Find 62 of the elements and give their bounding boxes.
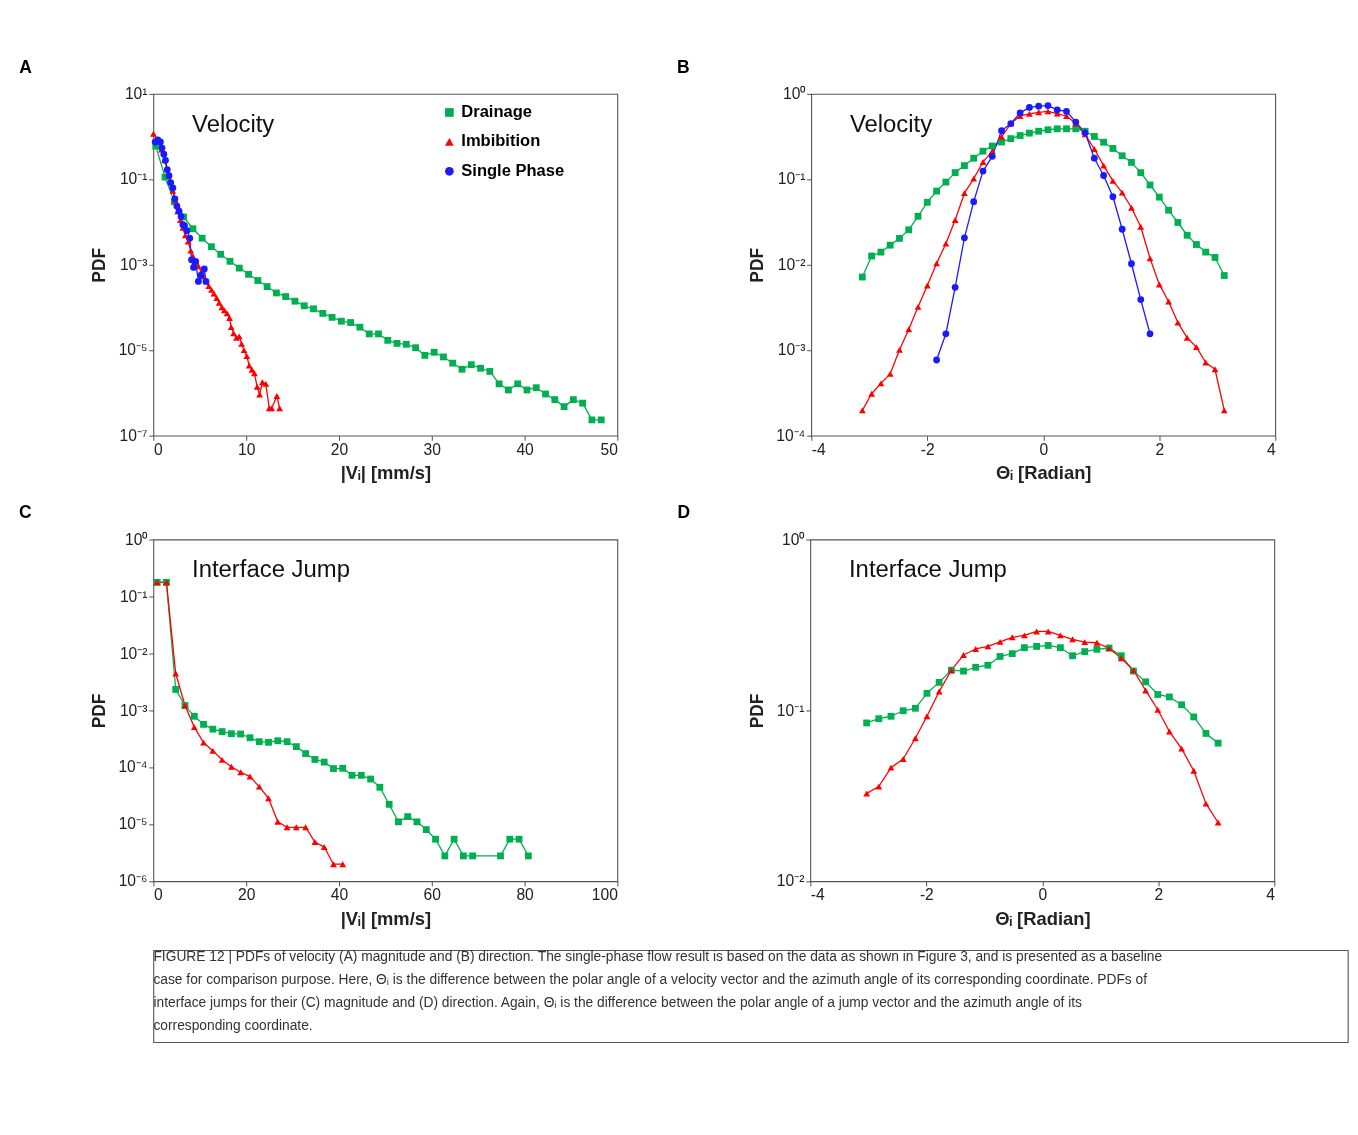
x-tick-label: 20: [238, 886, 256, 904]
y-tick-label: 10⁰: [782, 85, 807, 102]
y-tick-label: 10⁻¹: [776, 701, 805, 719]
annotation: Interface Jump: [848, 555, 1007, 583]
x-tick-label: 2: [1155, 440, 1165, 458]
y-tick-label: 10⁻⁴: [118, 758, 148, 776]
x-tick-label: 50: [600, 440, 619, 458]
x-axis-title: |Vᵢ| [mm/s]: [340, 908, 432, 930]
x-tick-label: -2: [919, 886, 934, 904]
x-tick-label: 60: [423, 886, 442, 904]
y-tick-label: 10¹: [124, 85, 148, 102]
x-tick-label: 30: [423, 440, 442, 458]
legend-label: Drainage: [461, 102, 533, 122]
x-tick-label: 4: [1266, 886, 1276, 904]
x-axis-title: Θᵢ [Radian]: [995, 908, 1091, 930]
chart-title: D: [677, 502, 691, 523]
x-tick-label: -2: [920, 440, 935, 458]
x-tick-label: 10: [238, 440, 256, 458]
annotation: Interface Jump: [192, 555, 350, 583]
y-tick-label: 10⁻⁴: [776, 426, 806, 444]
x-tick-label: 2: [1154, 886, 1164, 904]
y-tick-label: 10⁻⁵: [118, 815, 148, 833]
x-tick-label: 40: [516, 440, 535, 458]
y-tick-label: 10⁻³: [119, 255, 148, 273]
y-tick-label: 10⁻¹: [119, 170, 148, 188]
annotation: Velocity: [192, 109, 275, 137]
y-tick-label: 10⁰: [782, 530, 806, 548]
y-axis-title: PDF: [89, 247, 110, 283]
caption: FIGURE 12 | PDFs of velocity (A) magnitude and (B) direction. The single-phase flow result is based on the data as shown in Figure 3, and is presented as a baseline case for comparison purpose. Here, Θᵢ is the difference between the polar angle of a velocity vector and the azimuth angle of its corresponding coordinate. PDFs of interface jumps for their (C) magnitude and (D) direction. Again, Θᵢ is the difference between the polar angle of a jump vector and the azimuth angle of its corresponding coordinate.: [153, 949, 1163, 1034]
x-tick-label: -4: [811, 440, 826, 458]
y-tick-label: 10⁻³: [777, 341, 806, 359]
x-tick-label: -4: [810, 886, 826, 904]
legend-label: Imbibition: [461, 131, 541, 151]
y-axis-title: PDF: [89, 693, 110, 729]
chart-title: B: [676, 56, 690, 77]
y-tick-label: 10⁻²: [119, 644, 148, 662]
x-tick-label: 80: [516, 886, 535, 904]
y-tick-label: 10⁻¹: [119, 587, 148, 605]
x-tick-label: 0: [1038, 886, 1048, 904]
y-tick-label: 10⁻⁵: [118, 341, 148, 359]
y-tick-label: 10⁻²: [776, 872, 805, 890]
x-tick-label: 0: [1039, 440, 1049, 458]
x-axis-title: |Vᵢ| [mm/s]: [340, 462, 432, 484]
y-axis-title: PDF: [747, 693, 768, 729]
x-tick-label: 4: [1267, 440, 1277, 458]
legend-label: Single Phase: [461, 160, 565, 180]
y-tick-label: 10⁻⁷: [119, 426, 148, 444]
chart-title: C: [19, 502, 33, 523]
y-tick-label: 10⁻²: [777, 255, 806, 273]
chart-title: A: [19, 56, 33, 77]
y-tick-label: 10⁻³: [119, 701, 148, 719]
x-tick-label: 20: [330, 440, 349, 458]
y-tick-label: 10⁻¹: [777, 170, 806, 188]
x-axis-title: Θᵢ [Radian]: [996, 462, 1092, 484]
x-tick-label: 0: [153, 440, 163, 458]
x-tick-label: 0: [153, 886, 163, 904]
y-axis-title: PDF: [746, 247, 767, 283]
annotation: Velocity: [849, 109, 933, 137]
x-tick-label: 100: [591, 886, 619, 904]
y-tick-label: 10⁻⁶: [118, 872, 148, 890]
y-tick-label: 10⁰: [125, 530, 149, 548]
x-tick-label: 40: [330, 886, 349, 904]
